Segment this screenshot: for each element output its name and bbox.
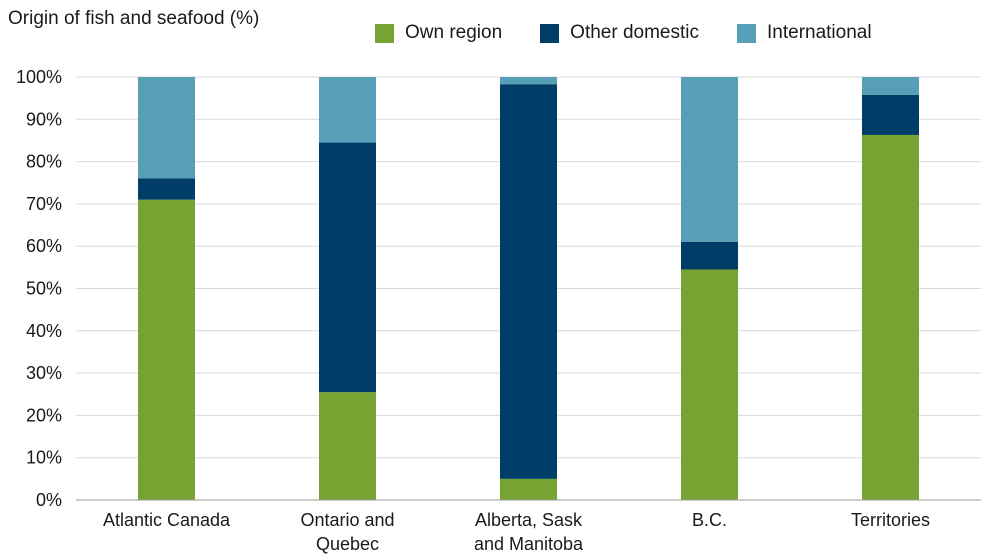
bar-segment-international	[500, 77, 557, 84]
y-tick-label: 60%	[26, 236, 62, 256]
y-tick-label: 70%	[26, 194, 62, 214]
x-category-label-line: Ontario and	[300, 510, 394, 530]
y-tick-label: 90%	[26, 109, 62, 129]
x-category-label-line: B.C.	[692, 510, 727, 530]
bar-segment-other-domestic	[862, 95, 919, 135]
x-category-label: Atlantic Canada	[103, 510, 231, 530]
x-category-label-line: and Manitoba	[474, 534, 584, 554]
bar-segment-international	[319, 77, 376, 143]
y-tick-label: 10%	[26, 448, 62, 468]
bar-segment-own-region	[319, 392, 376, 500]
bar-segment-international	[862, 77, 919, 95]
y-tick-label: 100%	[16, 67, 62, 87]
x-category-label-line: Alberta, Sask	[475, 510, 583, 530]
bar-segment-other-domestic	[319, 143, 376, 393]
y-tick-label: 30%	[26, 363, 62, 383]
x-category-label-line: Quebec	[316, 534, 379, 554]
bar-segment-own-region	[500, 479, 557, 500]
x-category-label: Ontario and Quebec	[300, 510, 394, 554]
bar-segment-other-domestic	[681, 242, 738, 269]
x-category-label-line: Atlantic Canada	[103, 510, 231, 530]
bar-segment-own-region	[862, 135, 919, 500]
y-tick-label: 20%	[26, 405, 62, 425]
bar-segment-other-domestic	[138, 179, 195, 200]
bar-segment-international	[681, 77, 738, 242]
bar-segment-international	[138, 77, 195, 179]
y-tick-label: 80%	[26, 152, 62, 172]
bar-segment-own-region	[681, 269, 738, 500]
y-tick-label: 0%	[36, 490, 62, 510]
x-category-label: Territories	[851, 510, 930, 530]
x-category-label-line: Territories	[851, 510, 930, 530]
bar-segment-other-domestic	[500, 84, 557, 479]
y-tick-label: 40%	[26, 321, 62, 341]
x-category-label: Alberta, Sask and Manitoba	[474, 510, 584, 554]
x-category-label: B.C.	[692, 510, 727, 530]
bar-segment-own-region	[138, 200, 195, 500]
y-tick-label: 50%	[26, 279, 62, 299]
